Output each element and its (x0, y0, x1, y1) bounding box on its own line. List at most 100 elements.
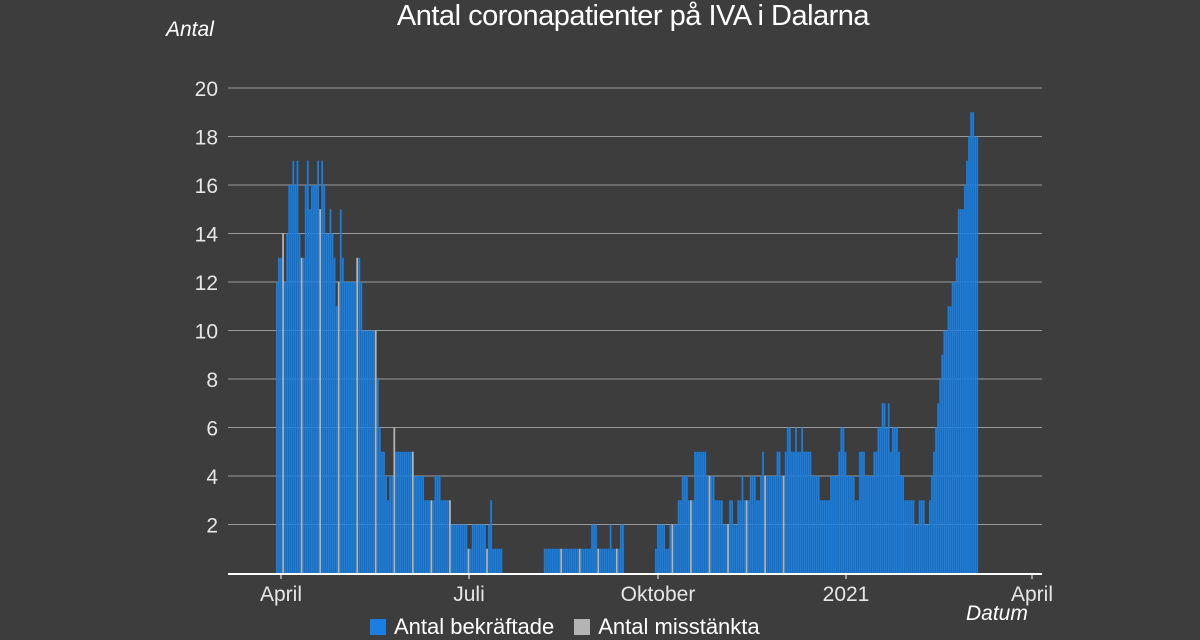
bar (865, 476, 867, 573)
bar (554, 548, 556, 573)
bar (543, 548, 546, 573)
bar (683, 476, 686, 573)
bar (842, 427, 845, 573)
bar (891, 427, 894, 573)
bar (924, 524, 927, 573)
bar (317, 160, 319, 573)
bar (823, 500, 826, 573)
bar (828, 500, 830, 573)
bar (428, 500, 431, 573)
bar (945, 330, 948, 573)
bar (490, 500, 492, 573)
bar (498, 548, 501, 573)
bar (801, 427, 804, 573)
bar (968, 136, 970, 573)
bar (673, 524, 676, 573)
legend-item-confirmed[interactable]: Antal bekräftade (370, 614, 554, 640)
legend-item-suspected[interactable]: Antal misstänkta (574, 614, 760, 640)
bar (869, 476, 872, 573)
bar (620, 524, 622, 573)
bar (947, 306, 950, 573)
bar (399, 451, 402, 573)
bar (611, 548, 614, 573)
bar (805, 451, 808, 573)
bar (906, 500, 909, 573)
bar (791, 451, 793, 573)
bar (343, 282, 346, 573)
bar (414, 476, 416, 573)
x-tick-label: Oktober (621, 583, 696, 606)
bar (564, 548, 567, 573)
bar (784, 451, 787, 573)
bar (589, 548, 591, 573)
bar (389, 476, 392, 573)
bar (807, 451, 810, 573)
x-tick-label: April (1011, 583, 1053, 606)
bar (383, 451, 385, 573)
bar (424, 500, 427, 573)
bar (492, 548, 495, 573)
y-tick-label: 10 (195, 321, 218, 344)
bar (914, 524, 917, 573)
bar (477, 524, 480, 573)
bar (362, 330, 365, 573)
bar (690, 500, 692, 573)
bar (300, 257, 303, 573)
bar (832, 476, 834, 573)
bar (819, 500, 822, 573)
bar (385, 476, 387, 573)
bar (904, 500, 907, 573)
bar (288, 185, 291, 573)
bar (846, 476, 849, 573)
y-tick-label: 14 (195, 224, 219, 247)
bar (556, 548, 558, 573)
bar (457, 524, 460, 573)
bar (840, 427, 843, 573)
y-tick-label: 2 (206, 515, 218, 538)
legend-swatch-blue (370, 619, 386, 635)
bar (486, 548, 488, 573)
bar (910, 500, 913, 573)
bar (552, 548, 554, 573)
bar (376, 379, 379, 573)
bars (276, 112, 979, 573)
bar (325, 233, 328, 573)
bar (681, 476, 684, 573)
bar (714, 500, 717, 573)
bar (393, 427, 396, 573)
legend-label: Antal bekräftade (394, 614, 555, 639)
bar (799, 451, 801, 573)
bar (488, 524, 490, 573)
bar (844, 451, 847, 573)
bar (358, 257, 361, 573)
bar (286, 233, 289, 573)
bar (883, 403, 886, 573)
bar (974, 136, 977, 573)
chart-title: Antal coronapatienter på IVA i Dalarna (396, 0, 870, 32)
bar (432, 500, 435, 573)
bar (438, 476, 441, 573)
bar (964, 185, 966, 573)
y-tick-label: 16 (195, 175, 218, 198)
bar (572, 548, 575, 573)
bar (304, 185, 307, 573)
bar (696, 451, 698, 573)
bar (920, 500, 923, 573)
bar (762, 451, 764, 573)
bar (302, 257, 305, 573)
bar (578, 548, 581, 573)
bar (712, 476, 715, 573)
bar (282, 233, 284, 573)
bar (661, 524, 663, 573)
bar (908, 500, 911, 573)
bar (902, 476, 904, 573)
y-tick-label: 8 (206, 369, 218, 392)
bar (933, 451, 935, 573)
bar (335, 306, 338, 573)
bar (671, 524, 674, 573)
bar (360, 282, 363, 573)
bar (379, 427, 381, 573)
bar (440, 500, 443, 573)
bar (704, 451, 707, 573)
